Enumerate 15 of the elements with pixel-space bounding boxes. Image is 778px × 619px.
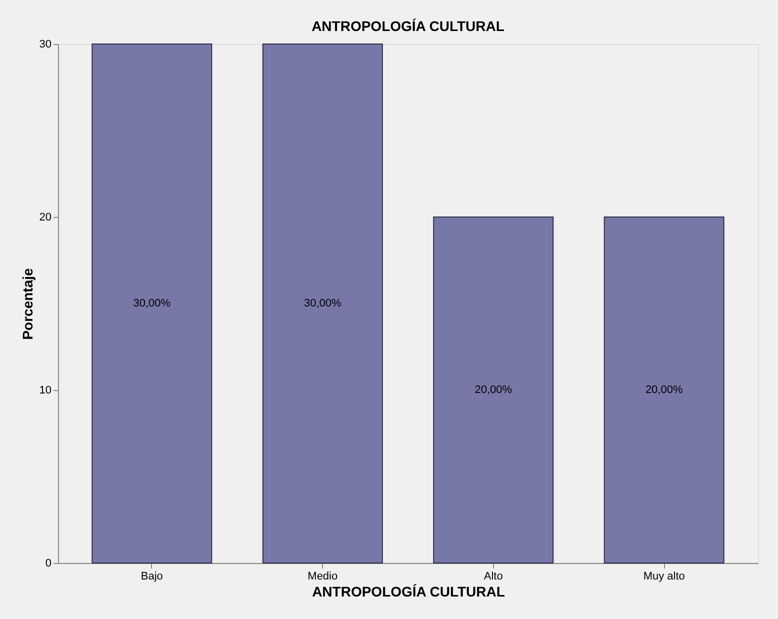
data-label: 20,00% bbox=[474, 384, 512, 396]
x-tick-label: Alto bbox=[484, 570, 503, 582]
y-tick-label: 30 bbox=[39, 38, 52, 50]
data-label: 30,00% bbox=[304, 298, 342, 310]
x-tick-label: Medio bbox=[308, 570, 338, 582]
x-tick-label: Muy alto bbox=[643, 570, 685, 582]
y-axis-title: Porcentaje bbox=[19, 268, 36, 340]
data-label: 30,00% bbox=[133, 298, 171, 310]
chart-title: ANTROPOLOGÍA CULTURAL bbox=[312, 18, 505, 34]
y-tick-label: 0 bbox=[45, 558, 52, 570]
x-axis-title: ANTROPOLOGÍA CULTURAL bbox=[312, 584, 506, 600]
x-tick-label: Bajo bbox=[140, 570, 163, 582]
data-label: 20,00% bbox=[645, 384, 683, 396]
y-tick-label: 10 bbox=[39, 384, 52, 396]
y-tick-label: 20 bbox=[39, 212, 52, 224]
